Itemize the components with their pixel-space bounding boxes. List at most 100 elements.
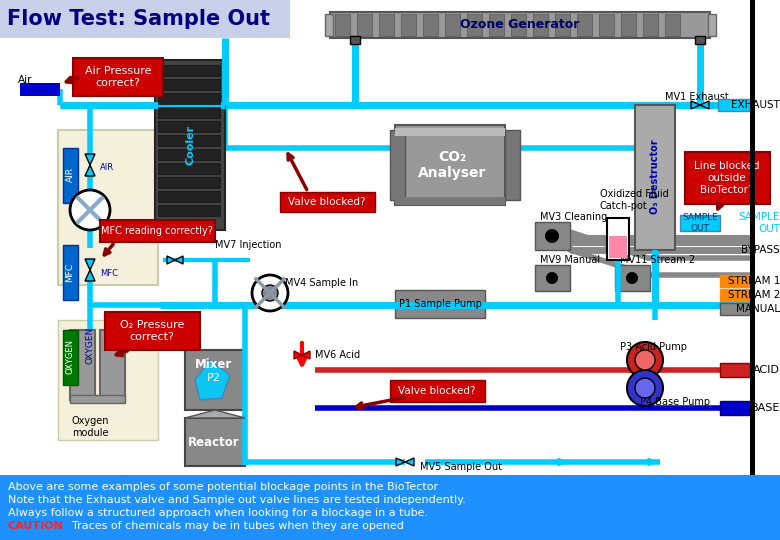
Text: EXHAUST: EXHAUST [731,100,780,110]
Circle shape [635,378,655,398]
Bar [105,312,200,350]
Bar [100,330,125,400]
Text: Air: Air [18,75,33,85]
Text: SAMPLE
OUT: SAMPLE OUT [739,212,780,234]
Bar [20,83,60,96]
Bar [63,330,78,385]
Text: AIR: AIR [66,167,75,183]
Bar [489,14,504,36]
Bar [58,130,158,285]
Bar [185,350,245,410]
Bar [379,14,394,36]
Bar [607,218,629,260]
Bar [720,401,750,415]
Polygon shape [175,256,183,264]
Text: MV11 Stream 2: MV11 Stream 2 [620,255,695,265]
Polygon shape [405,458,414,466]
Bar [158,107,220,118]
Polygon shape [700,101,709,109]
Text: OXYGEN: OXYGEN [66,340,75,375]
Bar [280,192,375,212]
Bar [445,14,460,36]
Circle shape [545,229,559,243]
Bar [720,303,750,315]
Bar [158,177,220,188]
Bar [63,148,78,203]
Text: STREAM 2: STREAM 2 [728,290,780,300]
Bar [390,380,485,402]
Polygon shape [85,259,95,270]
Bar [535,222,570,250]
Text: MV7 Injection: MV7 Injection [215,240,282,250]
Bar [100,220,215,242]
Text: MV6 Acid: MV6 Acid [315,350,360,360]
Text: CO₂
Analyser: CO₂ Analyser [418,150,486,180]
Bar [535,265,570,291]
Circle shape [262,285,278,301]
Text: O₂ Pressure
correct?: O₂ Pressure correct? [120,320,184,342]
Bar [0,475,780,540]
Bar [635,105,675,250]
Text: O₃ Destructor: O₃ Destructor [650,140,660,214]
Bar [708,14,716,36]
Polygon shape [85,165,95,176]
Polygon shape [85,154,95,165]
Text: MV1 Exhaust: MV1 Exhaust [665,92,729,102]
Text: Note that the Exhaust valve and Sample out valve lines are tested independently.: Note that the Exhaust valve and Sample o… [8,495,466,505]
Bar [158,149,220,160]
Text: P2: P2 [207,373,221,383]
Text: P3 Acid Pump: P3 Acid Pump [620,342,687,352]
Text: MV4 Sample In: MV4 Sample In [285,278,358,288]
Bar [158,93,220,104]
Text: Valve blocked?: Valve blocked? [289,197,366,207]
Circle shape [627,370,663,406]
Bar [599,14,614,36]
Bar [325,14,333,36]
Polygon shape [302,351,310,359]
Text: CAUTION: CAUTION [8,521,64,531]
Bar [335,14,350,36]
Bar [423,14,438,36]
Text: MANUAL: MANUAL [736,304,780,314]
Bar [158,205,220,216]
Circle shape [70,190,110,230]
Bar [401,14,416,36]
Bar [750,0,755,475]
Text: Mixer: Mixer [195,359,232,372]
Bar [643,14,658,36]
Text: Ozone Generator: Ozone Generator [460,18,580,31]
Bar [350,36,360,44]
Polygon shape [294,351,302,359]
Bar [467,14,482,36]
Bar [70,395,125,403]
Text: Valve blocked?: Valve blocked? [399,386,476,396]
Bar [73,58,163,96]
Text: P4 Base Pump: P4 Base Pump [640,397,710,407]
Text: MFC: MFC [100,268,118,278]
Bar [330,12,710,38]
Text: BYPASS: BYPASS [741,245,780,255]
Bar [615,265,650,291]
Bar [533,14,548,36]
Text: MV5 Sample Out: MV5 Sample Out [420,462,502,472]
Text: AIR: AIR [100,164,114,172]
Circle shape [627,342,663,378]
Text: Reactor: Reactor [188,435,239,449]
Bar [0,0,290,38]
Bar [158,79,220,90]
Text: BASE: BASE [750,403,780,413]
Polygon shape [85,270,95,281]
Text: STREAM 1: STREAM 1 [728,276,780,286]
Text: Flow Test: Sample Out: Flow Test: Sample Out [7,9,270,29]
Text: Always follow a structured approach when looking for a blockage in a tube.: Always follow a structured approach when… [8,508,428,518]
Bar [158,163,220,174]
Bar [395,290,485,318]
Polygon shape [691,101,700,109]
Bar [390,130,405,200]
Polygon shape [185,410,245,418]
Bar [720,363,750,377]
Text: MV9 Manual: MV9 Manual [540,255,600,265]
Bar [70,330,95,400]
Bar [58,320,158,440]
Bar [63,245,78,300]
